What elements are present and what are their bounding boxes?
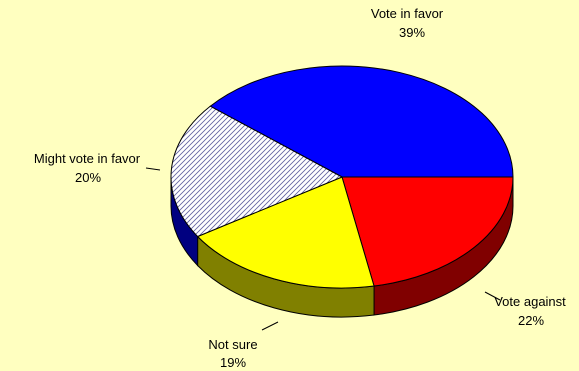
slice-not-sure	[196, 176, 375, 289]
slice-label-might-vote-in-favor: Might vote in favor	[34, 151, 141, 166]
slice-pct-vote-in-favor: 39%	[399, 25, 425, 40]
leader-line	[484, 291, 501, 301]
slice-label-vote-against: Vote against	[494, 294, 566, 309]
slice-vote-against	[341, 176, 514, 287]
slice-label-vote-in-favor: Vote in favor	[371, 6, 444, 21]
slice-pct-might-vote-in-favor: 20%	[75, 170, 101, 185]
leader-line	[145, 167, 161, 171]
pie-slices	[170, 65, 514, 289]
slice-might-vote-in-favor	[170, 105, 344, 238]
leader-line	[261, 321, 279, 331]
slice-pct-vote-against: 22%	[518, 313, 544, 328]
slice-vote-in-favor	[209, 65, 514, 178]
leader-lines	[145, 167, 501, 331]
slice-pct-not-sure: 19%	[220, 355, 246, 370]
slice-label-not-sure: Not sure	[208, 337, 257, 352]
